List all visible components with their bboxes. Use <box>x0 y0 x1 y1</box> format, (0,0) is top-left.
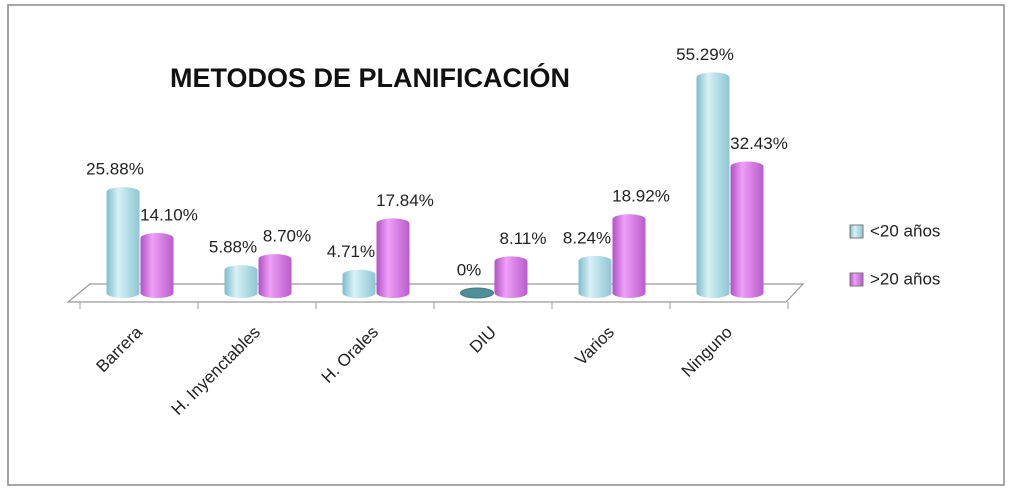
value-label: 8.24% <box>563 228 611 247</box>
chart-title: METODOS DE PLANIFICACIÓN <box>170 62 570 93</box>
value-label: 32.43% <box>730 134 788 153</box>
value-label: 18.92% <box>612 187 670 206</box>
bar <box>258 254 292 298</box>
legend-label: >20 años <box>870 269 940 288</box>
bar <box>106 187 140 298</box>
value-label: 5.88% <box>209 238 257 257</box>
bar <box>376 218 410 298</box>
bar <box>494 256 528 298</box>
chart-border <box>7 4 1005 486</box>
bar <box>459 287 495 299</box>
bar <box>224 265 258 298</box>
value-label: 55.29% <box>676 45 734 64</box>
bar <box>696 72 730 298</box>
legend-swatch <box>849 272 864 287</box>
legend-label: <20 años <box>870 221 940 240</box>
bar <box>730 161 764 298</box>
value-label: 8.70% <box>263 227 311 246</box>
bar <box>140 233 174 298</box>
value-label: 17.84% <box>376 191 434 210</box>
bar <box>612 214 646 298</box>
bar <box>342 269 376 298</box>
floor <box>66 283 805 303</box>
value-label: 0% <box>457 260 482 279</box>
value-label: 14.10% <box>140 205 198 224</box>
value-label: 8.11% <box>500 229 547 248</box>
bar <box>578 255 612 298</box>
value-label: 4.71% <box>327 242 375 261</box>
legend-swatch <box>849 224 864 239</box>
value-label: 25.88% <box>86 160 144 179</box>
